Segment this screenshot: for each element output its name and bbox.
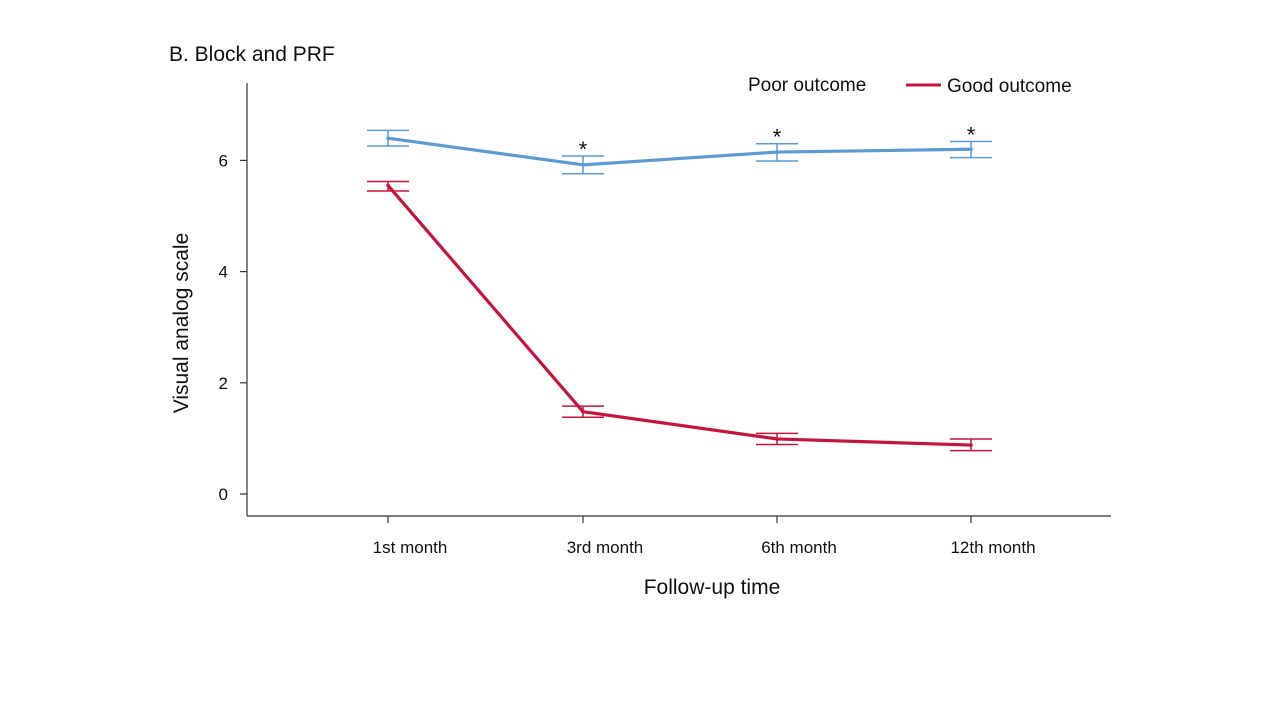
error-bar [562, 405, 604, 419]
x-axis-label: Follow-up time [644, 576, 781, 599]
series-poor-outcome [367, 129, 992, 175]
y-tick-label: 0 [219, 485, 228, 504]
y-axis-label: Visual analog scale [170, 233, 193, 414]
data-point [775, 437, 779, 441]
data-point [386, 183, 390, 188]
x-tick-label: 1st month [373, 538, 448, 557]
data-point [386, 136, 390, 140]
data-point [969, 443, 973, 447]
error-bar [756, 432, 798, 446]
data-point [581, 409, 585, 414]
annotations: * * * [579, 122, 976, 161]
significance-marker: * [773, 125, 782, 150]
x-tick-label: 12th month [950, 538, 1035, 557]
y-tick-label: 2 [219, 374, 228, 393]
significance-marker: * [579, 137, 588, 162]
legend-label-poor-outcome: Poor outcome [748, 75, 866, 96]
error-bar [367, 129, 409, 147]
y-tick-label: 6 [219, 151, 228, 170]
series-good-outcome [367, 180, 992, 452]
data-point [775, 150, 779, 154]
legend: Poor outcome Good outcome [748, 75, 1072, 97]
data-point [581, 163, 585, 167]
series-layer [367, 129, 992, 452]
y-ticks: 0 2 4 6 [219, 151, 247, 504]
x-tick-label: 6th month [761, 538, 837, 557]
y-tick-label: 4 [219, 263, 228, 282]
error-bar [950, 438, 992, 452]
series-line-poor-outcome [387, 136, 972, 167]
x-tick-label: 3rd month [567, 538, 644, 557]
error-bar [367, 180, 409, 192]
error-bar [950, 140, 992, 159]
data-point [969, 147, 973, 152]
chart-title: B. Block and PRF [169, 43, 335, 66]
axes [246, 83, 1111, 517]
error-bar [562, 155, 604, 175]
significance-marker: * [967, 122, 976, 147]
x-ticks: 1st month 3rd month 6th month 12th month [373, 516, 1036, 557]
legend-label-good-outcome: Good outcome [947, 76, 1072, 97]
series-line-good-outcome [386, 184, 972, 447]
error-bar [756, 142, 798, 162]
